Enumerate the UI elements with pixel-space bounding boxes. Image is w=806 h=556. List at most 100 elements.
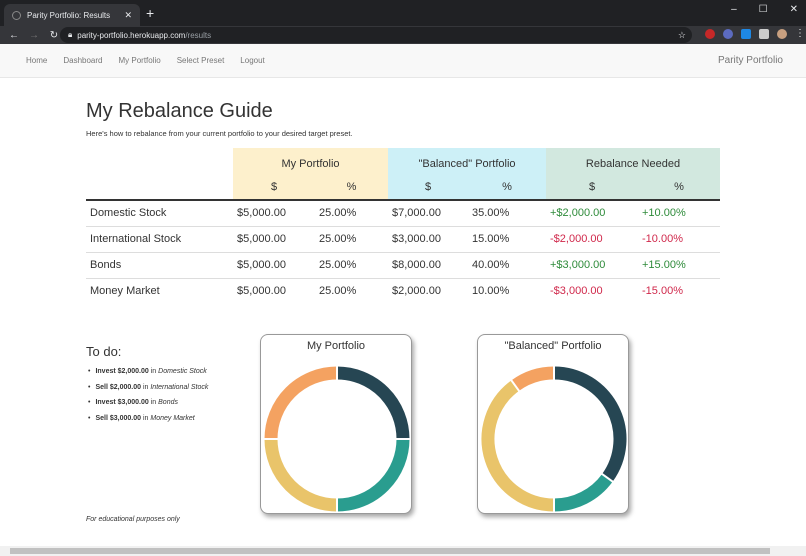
donut-segment[interactable] xyxy=(336,438,410,512)
todo-asset: Money Market xyxy=(150,414,195,422)
cell: $7,000.00 xyxy=(388,199,468,226)
reload-icon[interactable]: ↻ xyxy=(49,29,59,41)
cell: $8,000.00 xyxy=(388,251,468,278)
donut-chart xyxy=(481,365,627,513)
cell: $5,000.00 xyxy=(233,277,315,304)
cell: 25.00% xyxy=(315,225,388,252)
subheader: $ xyxy=(388,174,468,200)
tab-title: Parity Portfolio: Results xyxy=(27,10,111,20)
cell: +15.00% xyxy=(638,251,720,278)
page-subtitle: Here's how to rebalance from your curren… xyxy=(86,129,353,138)
asset-name: Bonds xyxy=(86,251,233,278)
header-balanced: "Balanced" Portfolio xyxy=(388,148,546,174)
cell: 40.00% xyxy=(468,251,546,278)
table-row: Domestic Stock $5,000.00 25.00% $7,000.00 35… xyxy=(86,199,720,226)
cell: +10.00% xyxy=(638,199,720,226)
nav-dashboard[interactable]: Dashboard xyxy=(63,56,103,65)
page-title: My Rebalance Guide xyxy=(86,100,273,122)
browser-tab-strip: Parity Portfolio: Results ✕ + – ☐ ✕ xyxy=(0,0,806,26)
forward-icon[interactable]: → xyxy=(29,29,39,41)
scrollbar-thumb[interactable] xyxy=(10,548,770,554)
todo-action: Sell $3,000.00 xyxy=(95,414,141,422)
todo-item: Invest $3,000.00 in Bonds xyxy=(88,399,208,406)
donut-chart xyxy=(263,365,411,513)
chart-title: "Balanced" Portfolio xyxy=(504,340,602,352)
asset-name: International Stock xyxy=(86,225,233,252)
todo-asset: Domestic Stock xyxy=(158,368,207,375)
avatar[interactable] xyxy=(777,29,787,39)
asset-name: Domestic Stock xyxy=(86,199,233,226)
donut-segment[interactable] xyxy=(264,438,338,512)
browser-toolbar: ← → ↻ 🔒︎ parity-portfolio.herokuapp.com/r… xyxy=(0,26,806,44)
header-my-portfolio: My Portfolio xyxy=(233,148,388,174)
donut-segment[interactable] xyxy=(481,380,555,512)
donut-segment[interactable] xyxy=(553,473,613,512)
menu-icon[interactable]: ⋮ xyxy=(795,28,805,39)
browser-tab[interactable]: Parity Portfolio: Results ✕ xyxy=(4,4,140,26)
asset-name: Money Market xyxy=(86,277,233,304)
balanced-chart-card: "Balanced" Portfolio xyxy=(477,334,629,514)
todo-action: Sell $2,000.00 xyxy=(95,383,141,391)
puzzle-icon[interactable] xyxy=(759,29,769,39)
maximize-icon[interactable]: ☐ xyxy=(758,4,768,15)
minimize-icon[interactable]: – xyxy=(731,4,737,15)
cell: $5,000.00 xyxy=(233,225,315,252)
todo-item: Sell $2,000.00 in International Stock xyxy=(88,384,208,391)
cell: 25.00% xyxy=(315,199,388,226)
table-row: International Stock $5,000.00 25.00% $3,000… xyxy=(86,225,720,252)
cell: 25.00% xyxy=(315,277,388,304)
cell: 10.00% xyxy=(468,277,546,304)
subheader: % xyxy=(315,174,388,200)
todo-in: in xyxy=(150,399,157,406)
donut-segment[interactable] xyxy=(336,366,410,440)
nav-home[interactable]: Home xyxy=(26,56,48,65)
extension-icon[interactable] xyxy=(741,29,751,39)
close-window-icon[interactable]: ✕ xyxy=(789,4,798,15)
segment-separator xyxy=(600,472,615,484)
disclaimer: For educational purposes only xyxy=(86,516,180,523)
address-bar[interactable]: 🔒︎ parity-portfolio.herokuapp.com/results… xyxy=(60,27,692,43)
brand[interactable]: Parity Portfolio xyxy=(717,55,783,66)
todo-in: in xyxy=(150,368,157,375)
todo-item: Sell $3,000.00 in Money Market xyxy=(88,415,208,422)
donut-segment[interactable] xyxy=(511,366,555,392)
extension-icon[interactable] xyxy=(723,29,733,39)
cell: 35.00% xyxy=(468,199,546,226)
nav-logout[interactable]: Logout xyxy=(240,56,265,65)
cell: $3,000.00 xyxy=(388,225,468,252)
cell: -15.00% xyxy=(638,277,720,304)
extension-icon[interactable] xyxy=(705,29,715,39)
todo-asset: Bonds xyxy=(158,399,178,406)
todo-item: Invest $2,000.00 in Domestic Stock xyxy=(88,368,208,375)
nav-select-preset[interactable]: Select Preset xyxy=(176,56,225,65)
subheader: $ xyxy=(233,174,315,200)
cell: -$2,000.00 xyxy=(546,225,638,252)
bookmark-star-icon[interactable]: ☆ xyxy=(677,29,686,40)
new-tab-button[interactable]: + xyxy=(146,5,155,21)
segment-separator xyxy=(509,378,521,393)
table-row: Bonds $5,000.00 25.00% $8,000.00 40.00% +$3,0… xyxy=(86,251,720,278)
my-portfolio-chart-card: My Portfolio xyxy=(260,334,412,514)
nav-my-portfolio[interactable]: My Portfolio xyxy=(118,56,161,65)
todo-list: Invest $2,000.00 in Domestic Stock Sell $… xyxy=(88,368,208,430)
cell: 15.00% xyxy=(468,225,546,252)
cell: +$2,000.00 xyxy=(546,199,638,226)
todo-action: Invest $3,000.00 xyxy=(95,399,149,406)
todo-title: To do: xyxy=(86,344,122,359)
close-tab-icon[interactable]: ✕ xyxy=(124,9,132,20)
cell: -10.00% xyxy=(638,225,720,252)
back-icon[interactable]: ← xyxy=(9,29,19,41)
cell: 25.00% xyxy=(315,251,388,278)
table-row: Money Market $5,000.00 25.00% $2,000.00 10.0… xyxy=(86,277,720,304)
rebalance-table: My Portfolio "Balanced" Portfolio Rebalanc… xyxy=(86,148,720,304)
donut-segment[interactable] xyxy=(264,366,338,440)
chart-title: My Portfolio xyxy=(306,340,366,352)
horizontal-scrollbar[interactable] xyxy=(0,546,806,556)
todo-in: in xyxy=(142,414,149,422)
cell: $5,000.00 xyxy=(233,199,315,226)
lock-icon: 🔒︎ xyxy=(68,30,73,39)
cell: -$3,000.00 xyxy=(546,277,638,304)
donut-segment[interactable] xyxy=(553,366,627,482)
globe-icon xyxy=(12,10,21,20)
url-host: parity-portfolio.herokuapp.com xyxy=(77,30,186,40)
